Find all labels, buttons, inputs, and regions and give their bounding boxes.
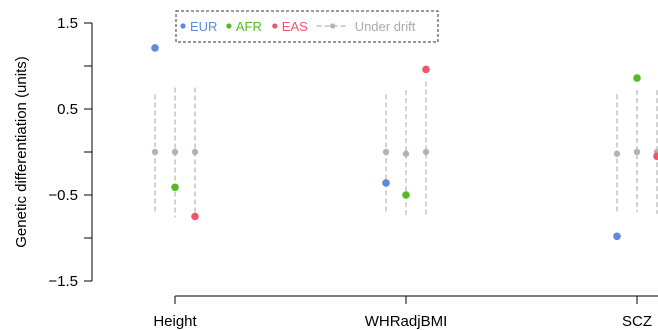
y-tick-label: −1.5 [48,273,78,290]
legend-label-afr: AFR [236,19,262,34]
legend-marker-eur [180,23,186,29]
point-afr-scz [633,74,641,82]
drift-point-height [191,148,199,156]
drift-point-height [151,148,159,156]
point-eur-whradjbmi [382,179,390,187]
drift-point-whradjbmi [402,150,410,157]
point-afr-whradjbmi [402,191,410,199]
point-eas-scz [653,152,658,161]
x-ticks: Height WHRadjBMI SCZ [153,296,652,330]
legend-marker-afr [226,23,232,29]
legend-label-eur: EUR [190,19,217,34]
y-tick-label: 1.5 [57,15,78,32]
axes: 1.5 0.5 −0.5 −1.5 Height WHRadjBMI SCZ Geneti… [13,15,658,330]
drift-point-height [171,148,179,156]
data-points [151,44,658,241]
y-tick-label: 0.5 [57,101,78,118]
legend-box [175,10,439,43]
y-ticks: 1.5 0.5 −0.5 −1.5 [48,15,92,290]
legend-marker-eas [272,23,278,29]
legend-label-eas: EAS [282,19,308,34]
drift-point-whradjbmi [382,148,390,156]
x-tick-label-height: Height [153,313,197,330]
legend-label-under-drift: Under drift [355,19,416,34]
drift-point-scz [633,148,641,156]
point-eas-whradjbmi [422,65,430,74]
drift-point-scz [613,150,621,157]
y-axis-title: Genetic differentiation (units) [13,56,30,248]
x-tick-label-scz: SCZ [622,313,652,330]
point-eas-height [191,212,199,221]
legend: EUR AFR EAS Under drift [175,10,439,43]
point-afr-height [171,183,179,192]
legend-items: EUR AFR EAS Under drift [180,19,416,34]
x-tick-label-whradjbmi: WHRadjBMI [365,313,448,330]
point-eur-scz [613,232,621,241]
legend-marker-drift [330,23,336,29]
drift-point-whradjbmi [422,148,430,156]
point-eur-height [151,44,159,52]
drift-intervals [151,81,658,218]
y-tick-label: −0.5 [48,187,78,204]
